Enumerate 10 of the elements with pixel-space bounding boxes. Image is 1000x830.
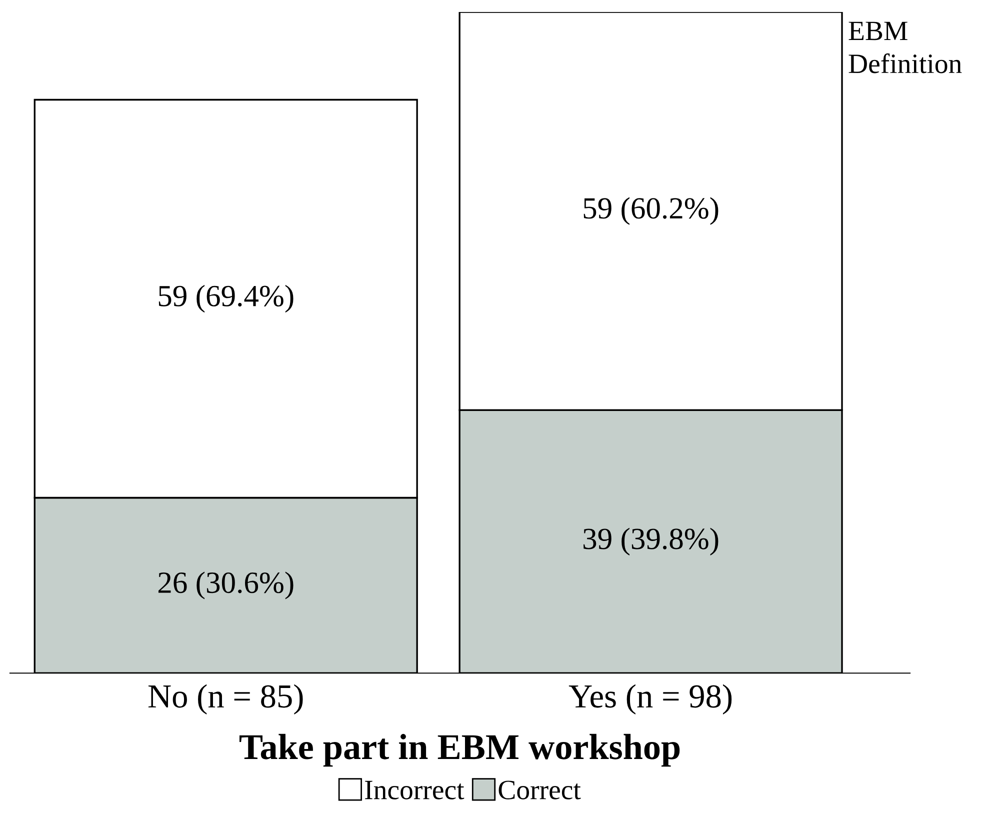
data-label: 59 (69.4%) [158,284,294,313]
data-label: 59 (60.2%) [584,197,718,225]
x-tick-label: No (n = 85) [148,684,303,714]
legend-label: Correct [498,780,581,800]
legend-label: Incorrect [365,780,464,800]
x-tick-label: Yes (n = 98) [568,684,732,714]
data-label: 39 (39.8%) [584,528,718,556]
x-axis-title: Take part in EBM workshop [239,734,680,767]
legend-title: EBM Definition [848,22,962,74]
data-label: 26 (30.6%) [158,572,294,600]
